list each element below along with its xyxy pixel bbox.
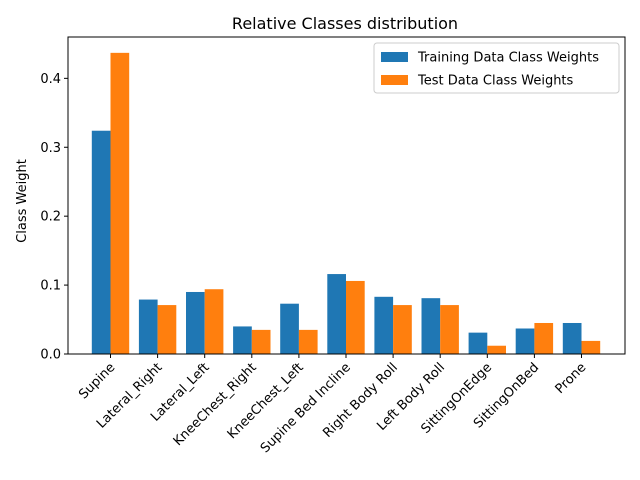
x-tick-label-5: Supine Bed Incline [258, 360, 354, 456]
bar-training-6 [374, 296, 394, 354]
bar-training-4 [280, 303, 299, 354]
legend: Training Data Class Weights Test Data Cla… [373, 42, 620, 94]
y-axis-label: Class Weight [15, 159, 30, 243]
bar-test-9 [534, 322, 554, 354]
bar-training-7 [421, 298, 441, 354]
bar-test-3 [251, 329, 271, 354]
bar-test-5 [346, 280, 365, 354]
y-tick-label-0: 0.0 [40, 348, 61, 363]
legend-box [373, 42, 620, 94]
bar-test-0 [110, 52, 130, 354]
legend-swatch-1 [381, 75, 408, 85]
bar-test-1 [157, 305, 177, 354]
bar-training-9 [515, 328, 535, 354]
bar-test-4 [298, 329, 318, 354]
bar-training-1 [138, 299, 158, 354]
legend-swatch-0 [381, 52, 408, 62]
bar-training-8 [468, 332, 488, 354]
y-tick-label-2: 0.2 [40, 210, 61, 225]
legend-label-0: Training Data Class Weights [417, 51, 599, 66]
bar-test-2 [204, 289, 224, 354]
bar-test-6 [393, 305, 412, 354]
chart-title: Relative Classes distribution [232, 14, 458, 33]
legend-label-1: Test Data Class Weights [417, 74, 574, 89]
x-tick-label-3: KneeChest_Right [171, 360, 260, 449]
bar-training-3 [233, 326, 252, 354]
x-tick-label-10: Prone [553, 360, 590, 397]
bar-test-10 [581, 340, 601, 354]
x-tick-label-0: Supine [76, 360, 118, 402]
y-tick-label-1: 0.1 [40, 279, 61, 294]
bar-test-8 [487, 345, 506, 354]
y-tick-label-3: 0.3 [40, 141, 61, 156]
bar-test-7 [440, 305, 459, 354]
bars-layer [91, 52, 601, 354]
bar-training-10 [562, 322, 582, 354]
bar-training-2 [186, 291, 205, 354]
y-tick-label-4: 0.4 [40, 72, 61, 87]
bar-training-5 [327, 274, 346, 354]
bar-training-0 [91, 130, 111, 354]
